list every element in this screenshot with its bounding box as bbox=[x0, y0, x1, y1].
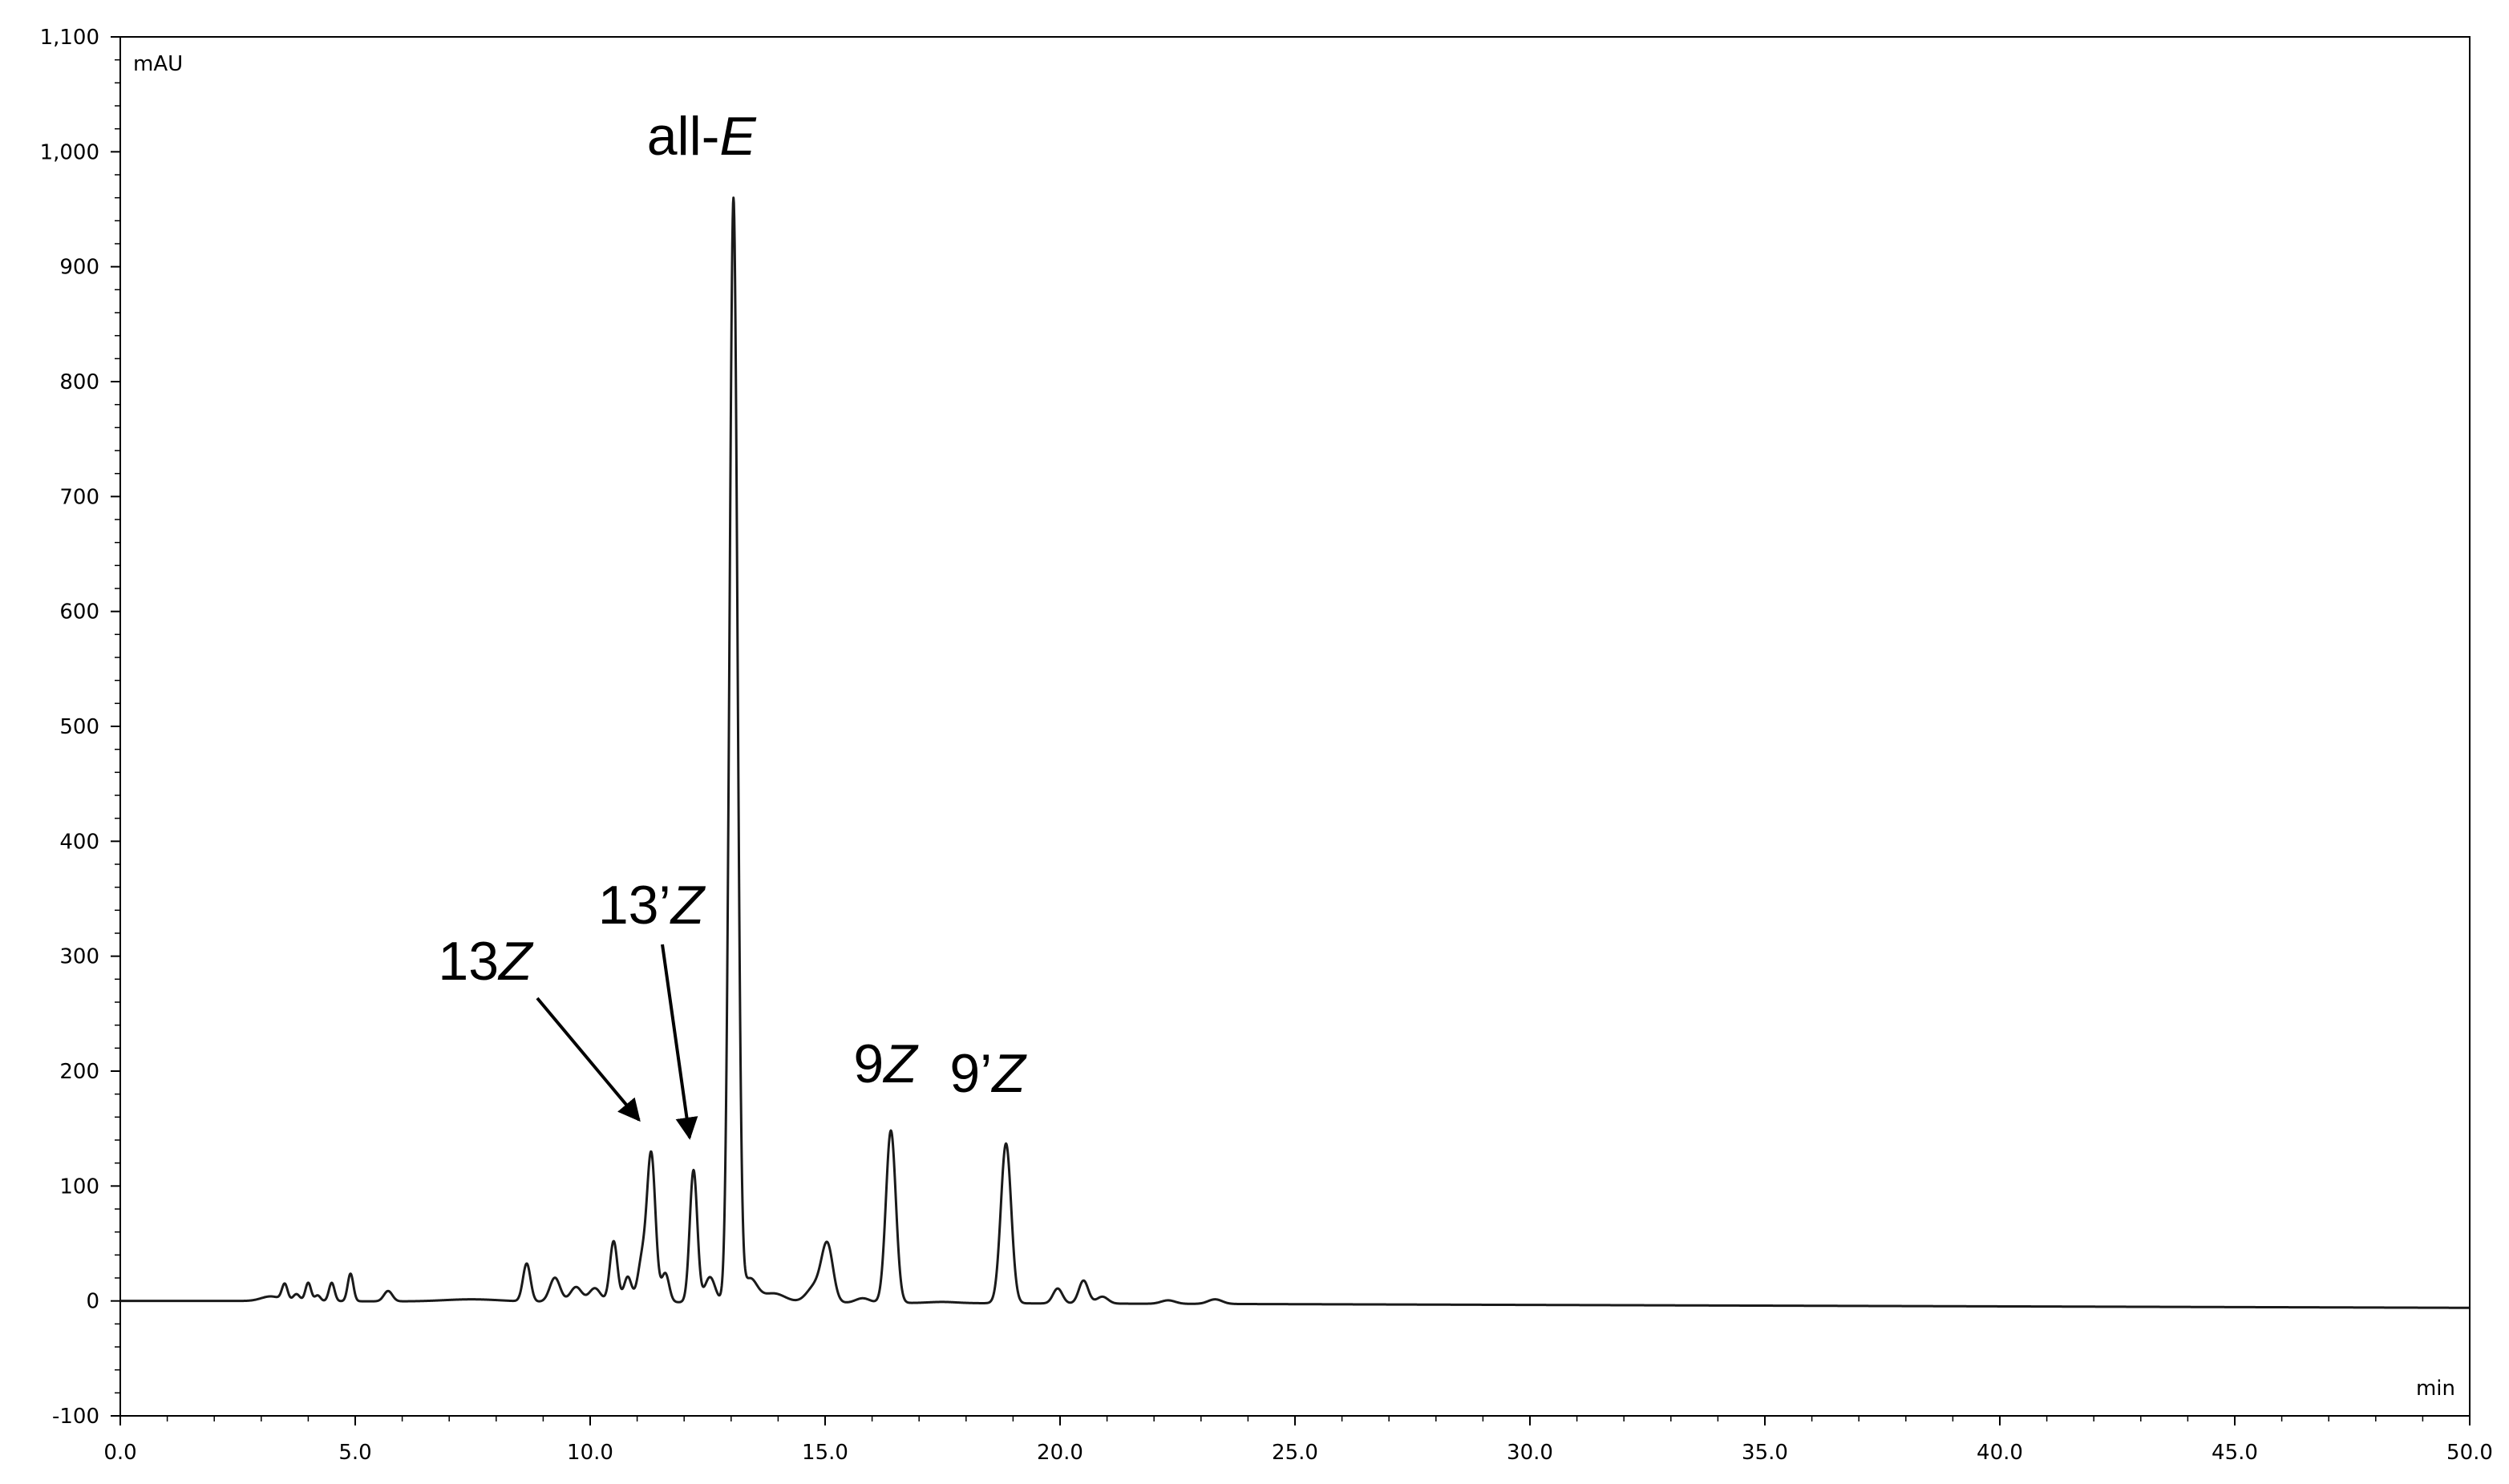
y-tick-label: 600 bbox=[59, 600, 99, 625]
y-tick-label: 300 bbox=[59, 945, 99, 969]
x-tick-label: 30.0 bbox=[1507, 1441, 1553, 1465]
y-tick-label: -100 bbox=[52, 1405, 99, 1429]
y-tick-label: 100 bbox=[59, 1175, 99, 1199]
peak-label-9pz: 9’Z bbox=[949, 1043, 1027, 1104]
peak-arrow bbox=[661, 944, 698, 1140]
x-tick-label: 5.0 bbox=[338, 1441, 371, 1465]
y-tick-label: 800 bbox=[59, 370, 99, 394]
chromatogram-trace bbox=[119, 196, 2471, 1309]
y-unit-label: mAU bbox=[133, 52, 183, 76]
x-tick-label: 25.0 bbox=[1272, 1441, 1318, 1465]
peak-label-9z: 9Z bbox=[853, 1033, 919, 1094]
peak-label-13z: 13Z bbox=[438, 931, 641, 1122]
peak-label-text: 13’Z bbox=[598, 875, 706, 936]
peak-label-text: 9’Z bbox=[949, 1043, 1027, 1104]
y-tick-label: 1,100 bbox=[40, 26, 99, 50]
x-tick-label: 15.0 bbox=[802, 1441, 848, 1465]
peak-label-13pz: 13’Z bbox=[598, 875, 706, 1140]
peak-label-all-e: all-E bbox=[647, 106, 757, 167]
y-tick-label: 200 bbox=[59, 1060, 99, 1084]
peak-arrow bbox=[536, 997, 641, 1122]
y-tick-label: 0 bbox=[86, 1290, 99, 1314]
peak-label-text: all-E bbox=[647, 106, 757, 167]
x-tick-label: 50.0 bbox=[2446, 1441, 2493, 1465]
y-tick-label: 400 bbox=[59, 830, 99, 854]
y-tick-label: 1,000 bbox=[40, 140, 99, 164]
x-tick-label: 35.0 bbox=[1742, 1441, 1788, 1465]
x-tick-label: 10.0 bbox=[567, 1441, 613, 1465]
peak-label-text: 13Z bbox=[438, 931, 534, 992]
x-tick-label: 20.0 bbox=[1037, 1441, 1083, 1465]
y-axis: -100 0 100 200 300 400 500 600 700 800 900 1,000 1,1… bbox=[40, 26, 120, 1429]
peak-label-text: 9Z bbox=[853, 1033, 919, 1094]
peak-annotations: all-E 13Z 13’Z 9Z 9’Z bbox=[438, 106, 1027, 1140]
x-tick-label: 40.0 bbox=[1977, 1441, 2023, 1465]
x-axis: 0.0 5.0 10.0 15.0 20.0 25.0 30.0 35.0 40.0 45.0 50… bbox=[103, 1416, 2493, 1465]
x-tick-label: 0.0 bbox=[103, 1441, 136, 1465]
y-tick-label: 500 bbox=[59, 715, 99, 739]
y-tick-label: 900 bbox=[59, 256, 99, 280]
x-tick-label: 45.0 bbox=[2212, 1441, 2258, 1465]
y-tick-label: 700 bbox=[59, 485, 99, 509]
plot-frame bbox=[119, 36, 2471, 1417]
x-unit-label: min bbox=[2416, 1377, 2455, 1401]
